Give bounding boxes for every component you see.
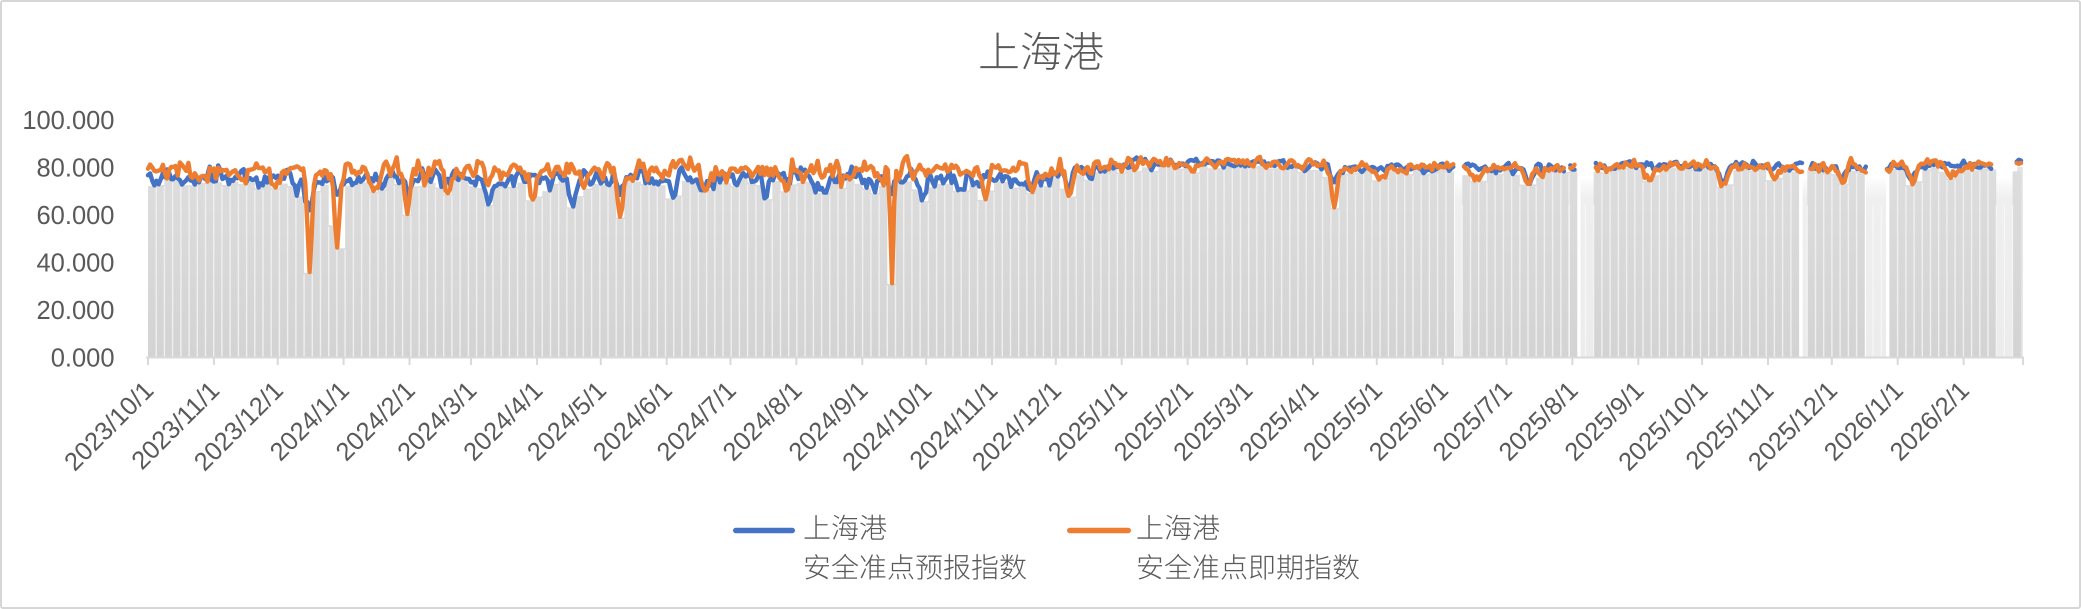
- svg-text:40.000: 40.000: [37, 250, 115, 278]
- svg-text:80.000: 80.000: [37, 155, 115, 183]
- svg-text:100.000: 100.000: [22, 107, 114, 135]
- svg-text:60.000: 60.000: [37, 202, 115, 230]
- svg-text:0.000: 0.000: [51, 345, 115, 373]
- svg-text:20.000: 20.000: [37, 297, 115, 325]
